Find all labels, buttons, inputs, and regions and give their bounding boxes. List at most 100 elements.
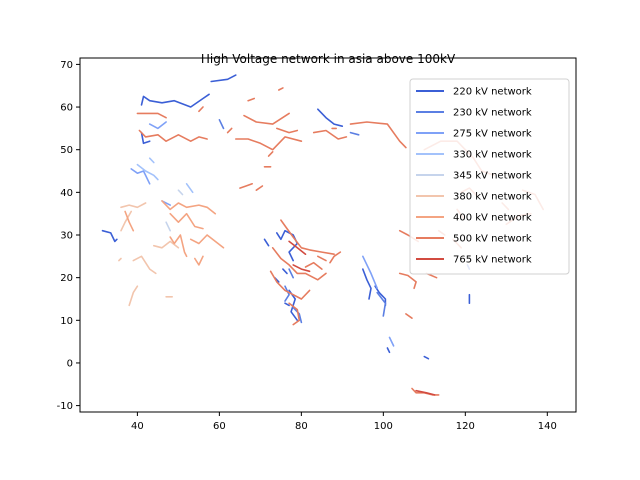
- legend: 220 kV network 230 kV network 275 kV netwo…: [409, 78, 570, 275]
- series-line-segment: [361, 255, 379, 290]
- series-765-kv-network: [288, 240, 436, 396]
- series-230-kv-network: [218, 119, 387, 324]
- series-line-segment: [243, 112, 290, 125]
- series-line-segment: [132, 255, 157, 275]
- y-tick-label: 70: [60, 60, 73, 71]
- y-axis: -10 0 10 20 30 40 50 60 70: [57, 60, 80, 412]
- series-line-segment: [284, 302, 290, 307]
- series-line-segment: [136, 112, 167, 119]
- series-line-segment: [263, 238, 270, 247]
- legend-label: 230 kV network: [453, 108, 532, 119]
- series-line-segment: [280, 219, 335, 255]
- series-line-segment: [120, 202, 147, 209]
- x-tick-label: 80: [295, 421, 308, 432]
- series-line-segment: [128, 285, 139, 307]
- series-line-segment: [153, 240, 180, 249]
- chart-title: High Voltage network in asia above 100kV: [201, 52, 456, 66]
- series-line-segment: [124, 210, 135, 232]
- series-line-segment: [292, 264, 311, 273]
- series-line-segment: [277, 87, 284, 91]
- series-line-segment: [136, 163, 159, 181]
- series-line-segment: [405, 313, 413, 320]
- series-line-segment: [267, 151, 274, 157]
- series-400-kv-network: [124, 200, 225, 266]
- series-line-segment: [161, 200, 217, 215]
- x-tick-label: 100: [374, 421, 393, 432]
- series-line-segment: [210, 74, 237, 83]
- legend-box: [409, 78, 570, 275]
- series-line-segment: [284, 285, 290, 302]
- series-line-segment: [282, 268, 288, 275]
- legend-label: 275 kV network: [453, 129, 532, 140]
- series-line-segment: [423, 355, 430, 360]
- series-line-segment: [169, 212, 204, 230]
- y-tick-label: 30: [60, 231, 73, 242]
- y-tick-label: 10: [60, 316, 73, 327]
- series-line-segment: [275, 127, 299, 134]
- series-345-kv-network: [165, 189, 184, 232]
- y-tick-label: 40: [60, 188, 73, 199]
- series-line-segment: [194, 255, 204, 266]
- series-line-segment: [316, 255, 327, 262]
- series-line-segment: [226, 127, 233, 134]
- series-line-segment: [235, 136, 303, 151]
- series-line-segment: [120, 210, 132, 232]
- series-line-segment: [140, 131, 151, 145]
- series-line-segment: [140, 93, 210, 108]
- series-line-segment: [361, 268, 372, 300]
- series-line-segment: [292, 306, 303, 324]
- y-tick-label: 20: [60, 273, 73, 284]
- series-line-segment: [349, 121, 407, 149]
- series-line-segment: [269, 270, 311, 300]
- series-line-segment: [304, 261, 323, 270]
- x-tick-label: 140: [538, 421, 557, 432]
- series-line-segment: [398, 272, 417, 290]
- x-axis: 40 60 80 100 120 140: [131, 412, 557, 432]
- series-line-segment: [189, 234, 225, 249]
- series-line-segment: [329, 251, 342, 264]
- series-line-segment: [148, 121, 167, 130]
- series-line-segment: [101, 229, 118, 243]
- series-line-segment: [165, 221, 171, 232]
- series-line-segment: [198, 106, 204, 113]
- series-line-segment: [148, 157, 155, 164]
- legend-label: 330 kV network: [453, 150, 532, 161]
- series-line-segment: [218, 119, 225, 130]
- legend-label: 400 kV network: [453, 213, 532, 224]
- series-line-segment: [316, 108, 344, 127]
- series-line-segment: [388, 336, 395, 347]
- series-line-segment: [271, 247, 327, 281]
- y-tick-label: -10: [57, 401, 73, 412]
- series-line-segment: [349, 131, 360, 136]
- legend-label: 765 kV network: [453, 255, 532, 266]
- y-tick-label: 0: [67, 358, 73, 369]
- series-330-kv-network: [136, 157, 194, 194]
- legend-label: 345 kV network: [453, 171, 532, 182]
- series-line-segment: [288, 268, 295, 279]
- series-line-segment: [185, 183, 194, 194]
- series-line-segment: [169, 234, 188, 258]
- series-line-segment: [288, 240, 307, 255]
- series-line-segment: [386, 347, 391, 354]
- series-line-segment: [247, 97, 255, 102]
- x-tick-label: 40: [131, 421, 144, 432]
- series-line-segment: [130, 168, 151, 185]
- x-tick-label: 120: [456, 421, 475, 432]
- series-line-segment: [275, 229, 299, 262]
- legend-label: 380 kV network: [453, 192, 532, 203]
- series-line-segment: [376, 291, 387, 317]
- series-220-kv-network: [101, 74, 471, 360]
- y-tick-label: 60: [60, 103, 73, 114]
- series-380-kv-network: [118, 202, 180, 307]
- series-line-segment: [415, 389, 436, 396]
- series-line-segment: [177, 189, 184, 196]
- y-tick-label: 50: [60, 145, 73, 156]
- series-line-segment: [312, 129, 348, 140]
- x-tick-label: 60: [213, 421, 226, 432]
- series-line-segment: [118, 257, 122, 262]
- series-line-segment: [239, 183, 253, 189]
- series-line-segment: [138, 129, 208, 142]
- legend-label: 500 kV network: [453, 234, 532, 245]
- legend-label: 220 kV network: [453, 87, 532, 98]
